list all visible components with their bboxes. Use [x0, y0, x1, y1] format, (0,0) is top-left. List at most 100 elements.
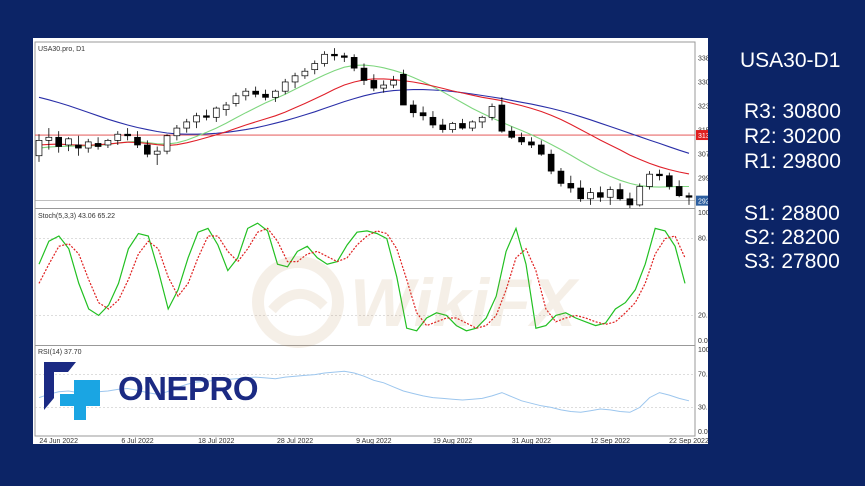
candle-down	[429, 116, 437, 126]
chart-panel: 33862.8033083.2032303.6031524.0030744.40…	[33, 38, 708, 444]
candle-down	[203, 115, 210, 118]
rsi-tick-label: 30.00	[698, 404, 708, 411]
level-s3: S3: 27800	[744, 250, 840, 273]
candle-down	[350, 57, 358, 69]
candle-down	[439, 124, 447, 130]
candle-up	[84, 141, 92, 149]
candle-up	[242, 90, 250, 97]
candle-down	[518, 136, 525, 143]
candle-up	[65, 138, 72, 146]
stoch-tick-label: 80.00	[698, 236, 708, 243]
candle-up	[469, 121, 476, 129]
candle-up	[104, 140, 112, 146]
stoch-label: Stoch(5,3,3) 43.06 65.22	[38, 213, 115, 220]
candle-down	[577, 187, 584, 200]
candle-down	[537, 144, 545, 155]
date-tick-label: 22 Sep 2022	[669, 438, 708, 444]
candle-up	[222, 104, 230, 110]
price-level-tag	[696, 130, 708, 141]
level-r1: R1: 29800	[744, 150, 841, 173]
stoch-tick-label: 20.00	[698, 312, 708, 319]
candle-up	[232, 95, 240, 104]
date-tick-label: 9 Aug 2022	[356, 438, 392, 444]
candle-up	[193, 115, 200, 123]
rsi-tick-label: 70.00	[698, 372, 708, 379]
date-tick-label: 12 Sep 2022	[590, 438, 630, 444]
candle-down	[124, 133, 131, 137]
candle-up	[291, 75, 299, 83]
watermark-globe-icon	[252, 256, 344, 348]
candle-down	[331, 53, 338, 57]
chart-svg: 33862.8033083.2032303.6031524.0030744.40…	[34, 41, 708, 444]
rsi-tick-label: 100.00	[698, 347, 708, 354]
candle-up	[212, 107, 220, 118]
candle-down	[626, 198, 634, 206]
candle-up	[45, 136, 53, 141]
stoch-d-line	[38, 227, 686, 329]
date-tick-label: 24 Jun 2022	[39, 438, 78, 444]
candle-down	[459, 123, 466, 129]
candle-down	[508, 130, 516, 138]
price-tick-label: 29964.80	[698, 175, 708, 182]
date-tick-label: 6 Jul 2022	[121, 438, 153, 444]
candle-up	[606, 189, 614, 198]
candle-up	[35, 140, 43, 157]
candle-up	[488, 106, 496, 118]
candle-down	[547, 153, 555, 172]
candle-up	[636, 186, 644, 206]
price-level-label: 31373.39	[698, 133, 708, 140]
candle-up	[272, 90, 279, 98]
chart-title: USA30.pro, D1	[38, 46, 85, 53]
watermark-text: WikiFX	[350, 265, 577, 341]
date-tick-label: 18 Jul 2022	[198, 438, 234, 444]
sma-red-line	[38, 78, 690, 175]
candle-up	[380, 84, 388, 89]
watermark: WikiFX	[250, 250, 580, 360]
onepro-logo-icon	[44, 362, 100, 420]
candle-down	[567, 183, 575, 189]
candle-down	[360, 67, 368, 81]
stoch-k-line	[38, 222, 686, 332]
candle-up	[646, 173, 653, 187]
candle-down	[370, 80, 378, 89]
price-tick-label: 32303.60	[698, 103, 708, 110]
candle-up	[153, 150, 161, 155]
candle-down	[144, 144, 151, 155]
plot-frame	[34, 41, 696, 437]
candle-down	[675, 186, 683, 197]
current-price-label: 29238.90	[698, 199, 708, 206]
candle-down	[134, 136, 141, 146]
candle-up	[321, 53, 328, 64]
candle-down	[665, 175, 673, 187]
candle-down	[262, 93, 269, 98]
candle-up	[390, 80, 397, 86]
candle-down	[409, 104, 417, 114]
candle-up	[281, 81, 289, 92]
price-tick-label: 33862.80	[698, 56, 708, 63]
candle-down	[55, 136, 63, 147]
date-tick-label: 19 Aug 2022	[433, 438, 472, 444]
symbol-title: USA30-D1	[740, 49, 841, 72]
candle-up	[478, 116, 486, 123]
candle-down	[419, 112, 427, 117]
candle-up	[587, 192, 594, 200]
candle-up	[163, 135, 171, 152]
price-tick-label: 30744.40	[698, 151, 708, 158]
candle-down	[597, 192, 604, 198]
level-s2: S2: 28200	[744, 226, 840, 249]
candle-down	[616, 189, 624, 200]
price-tick-label: 33083.20	[698, 79, 708, 86]
candle-down	[252, 90, 259, 95]
candle-down	[75, 144, 82, 149]
stoch-tick-label: 100.00	[698, 210, 708, 217]
candle-down	[557, 170, 565, 184]
level-r2: R2: 30200	[744, 125, 841, 148]
rsi-tick-label: 0.00	[698, 429, 708, 436]
candle-down	[498, 104, 506, 132]
candle-up	[173, 127, 181, 137]
candle-up	[311, 63, 319, 71]
candle-down	[528, 141, 535, 146]
candle-up	[183, 121, 191, 129]
level-s1: S1: 28800	[744, 202, 840, 225]
stoch-tick-label: 0.00	[698, 338, 708, 345]
